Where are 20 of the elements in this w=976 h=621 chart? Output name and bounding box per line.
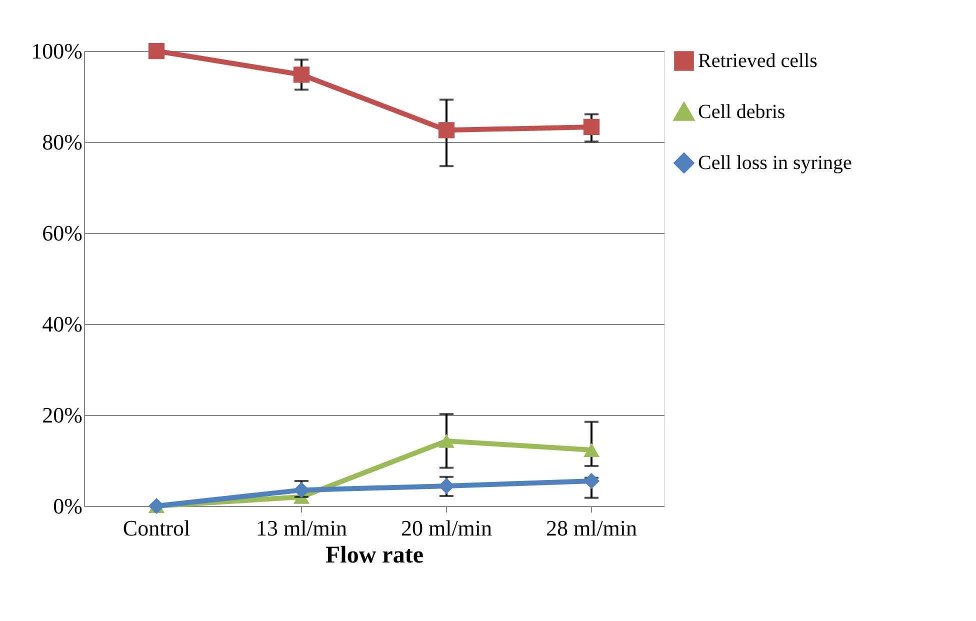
x-tick-label: 20 ml/min xyxy=(400,516,492,540)
point xyxy=(293,66,310,83)
point xyxy=(148,42,165,60)
legend-label: Cell loss in syringe xyxy=(698,152,852,174)
point xyxy=(438,434,455,448)
x-tick-label: 13 ml/min xyxy=(256,516,348,540)
y-tick-label: 0% xyxy=(53,494,82,518)
y-tick-label: 40% xyxy=(42,312,82,336)
x-tick-label: 28 ml/min xyxy=(546,516,638,540)
point xyxy=(438,122,455,138)
y-tick-label: 60% xyxy=(42,220,82,246)
x-tick-label: Control xyxy=(122,516,190,540)
x-axis-title: Flow rate xyxy=(326,542,424,568)
y-tick-label: 100% xyxy=(31,38,82,64)
y-tick-label: 80% xyxy=(42,130,82,154)
legend-label: Cell debris xyxy=(698,101,786,123)
point xyxy=(583,118,600,136)
point xyxy=(583,443,600,458)
legend-label: Retrieved cells xyxy=(698,50,818,72)
y-tick-label: 20% xyxy=(42,402,82,428)
